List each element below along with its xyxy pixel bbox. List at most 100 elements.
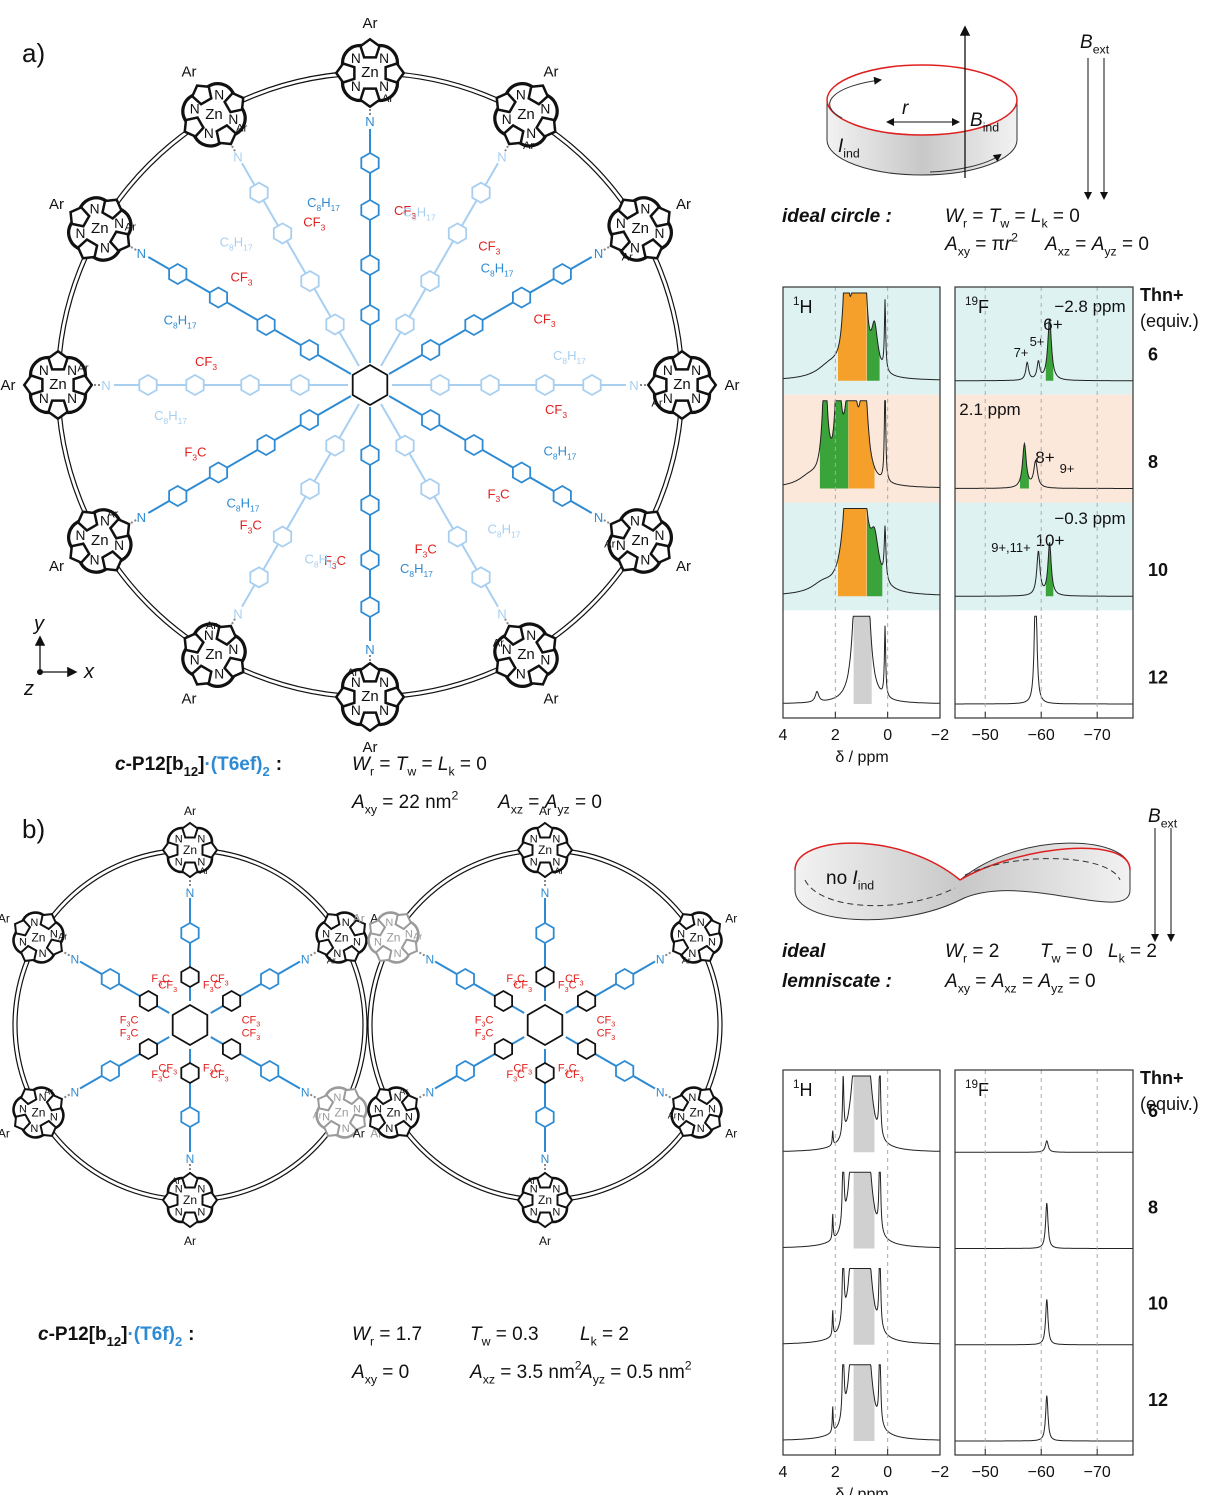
text-part: 3 (256, 1034, 260, 1042)
tick-label: 2 (831, 1464, 840, 1481)
atom-label: N (39, 948, 47, 960)
ring (583, 375, 600, 395)
ring (241, 375, 258, 395)
text-part: C (485, 1028, 493, 1040)
atom-label: N (197, 1184, 205, 1196)
atom-label: N (379, 51, 389, 66)
pyrrole (537, 1213, 552, 1228)
metric: Axz = Ayz = 0 (497, 792, 602, 817)
text-part: CF (210, 1069, 225, 1081)
atom-label: F3C (488, 486, 510, 504)
ring (536, 923, 553, 943)
atom-label: CF3 (158, 980, 177, 994)
text-part: L (1031, 206, 1042, 227)
panel-label: b) (22, 814, 45, 844)
atom-label: N (526, 126, 536, 141)
text-part: xy (365, 803, 378, 817)
atom-label: Ar (363, 15, 378, 32)
atom-label: N (30, 1123, 38, 1135)
text-part: 17 (328, 559, 338, 569)
text-part: CF (158, 980, 173, 992)
text-part: yz (1104, 245, 1116, 259)
diagram-label: Bext (1080, 32, 1110, 57)
atom-label: N (656, 1086, 665, 1100)
atom-label: CF3 (195, 354, 217, 372)
metric: Lk = 2 (1108, 941, 1157, 966)
ring (578, 991, 595, 1011)
text-part: F (184, 445, 192, 460)
atom-label: N (322, 1112, 330, 1124)
ring (301, 410, 318, 430)
text-part: 3 (173, 986, 177, 994)
text-part: = 2 (1125, 941, 1157, 962)
atom-label: Ar (399, 1086, 408, 1096)
atom-label: CF3 (210, 1069, 229, 1083)
ring (361, 550, 378, 570)
atom-label: Zn (690, 931, 704, 945)
text-part: C (227, 495, 236, 510)
atom-label: N (552, 834, 560, 846)
text-part: F (240, 518, 248, 533)
text-part: C (220, 235, 229, 250)
atom-label: Ar (49, 558, 64, 575)
atom-label: Ar (539, 1234, 551, 1248)
text-part: C (487, 521, 496, 536)
atom-label: CF3 (303, 214, 325, 232)
text-part: 3 (256, 1021, 260, 1029)
text-part: CF (565, 1069, 580, 1081)
atom-label: N (190, 652, 200, 667)
atom-label: Zn (361, 64, 379, 81)
text-part: A (1044, 234, 1058, 255)
pyrrole (537, 863, 552, 878)
ring (257, 315, 274, 335)
atom-label: CF3 (478, 238, 500, 256)
atom-label: N (76, 528, 86, 543)
atom-label: N (697, 1123, 705, 1135)
text-part: 12 (184, 764, 198, 779)
ring (181, 1107, 198, 1127)
ring (326, 436, 343, 456)
atom-label: Ar (676, 558, 691, 575)
text-part: = (1070, 234, 1092, 255)
atom-label: N (516, 87, 526, 102)
text-part: yz (1051, 982, 1063, 996)
ring (536, 967, 553, 987)
atom-label: N (114, 216, 124, 231)
atom-label: CF3 (242, 1014, 261, 1028)
atom-label: N (175, 856, 183, 868)
pyrrole (49, 351, 68, 369)
ring (361, 495, 378, 515)
equiv-label: 12 (1148, 1390, 1168, 1410)
header: (equiv.) (1140, 1094, 1199, 1114)
atom-label: N (541, 886, 550, 900)
text-part: C (485, 1014, 493, 1026)
atom-label: N (351, 703, 361, 718)
text-part: A (579, 1362, 593, 1383)
atom-label: N (552, 1206, 560, 1218)
ring (472, 567, 489, 587)
atom-label: Ar (668, 1111, 677, 1121)
atom-label: N (70, 1086, 79, 1100)
ring (210, 288, 227, 308)
metric: Wr = Tw = Lk = 0 (352, 754, 487, 779)
atom-label: Ar (172, 1176, 181, 1186)
atom-label: F3C (120, 1014, 139, 1028)
atom-label: N (655, 528, 665, 543)
spectrum-trace (955, 1141, 1133, 1152)
text-part: 3 (562, 410, 567, 420)
atom-label: C8H17 (307, 195, 340, 213)
atom-label: F3C (475, 1028, 494, 1042)
ring (481, 375, 498, 395)
ring (102, 1061, 119, 1081)
header: Thn+ (1140, 1068, 1184, 1088)
atom-label: N (67, 363, 77, 378)
atom-label: C8H17 (227, 495, 260, 513)
atom-label: CF3 (534, 311, 556, 329)
atom-label: N (333, 1092, 341, 1104)
atom-label: Ar (353, 1127, 365, 1141)
ring (396, 314, 413, 334)
atom-label: Zn (517, 646, 535, 663)
ring (616, 1061, 633, 1081)
text-part: C (307, 195, 316, 210)
text-part: 19 (965, 295, 978, 308)
